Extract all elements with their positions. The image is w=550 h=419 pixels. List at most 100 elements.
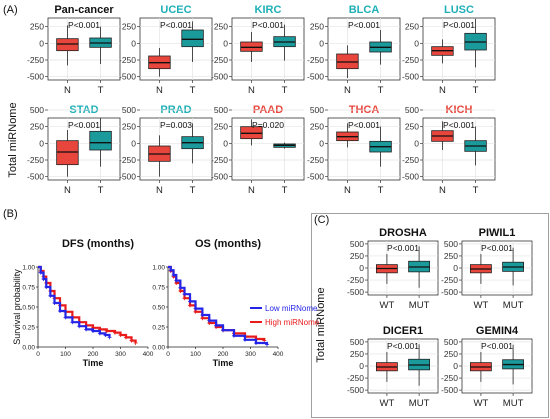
subplot-a4-ytick-label: -500: [402, 72, 419, 82]
subplot-a1-frame: [139, 17, 213, 81]
subplot-c1-ytick-label: 500: [444, 239, 458, 249]
km-0-ytick-label: 0.25: [22, 325, 35, 332]
subplot-a7-box-N: [240, 126, 263, 140]
subplot-a0-ytick-label: 0: [39, 38, 44, 48]
subplot-a7-ytick-label: -250: [211, 155, 228, 165]
km-0-censor-mark: [58, 309, 62, 313]
subplot-a9-xtick-label-N: N: [439, 185, 446, 196]
km-1-censor-mark: [182, 296, 187, 301]
subplot-a9-pvalue: P<0.001: [443, 120, 475, 130]
subplot-a9-ytick-label: 500: [405, 105, 419, 115]
subplot-a3-pvalue: P<0.001: [348, 20, 380, 30]
km-0-censor-mark: [97, 331, 102, 336]
km-1-censor-mark: [168, 268, 173, 273]
km-1-ytick-label: 1.00: [152, 265, 165, 272]
subplot-a7-ytick-label: 250: [214, 122, 228, 132]
km-1-ytick-label: 0.00: [152, 345, 165, 352]
subplot-c2-xtick-label-WT: WT: [380, 398, 395, 409]
km-1-ytick-label: 0.75: [152, 285, 165, 292]
subplot-a8-xtick-label-T: T: [378, 185, 384, 196]
km-0-censor-mark: [129, 338, 134, 343]
km-1-censor-mark: [265, 342, 269, 347]
km-0-xlabel: Time: [83, 358, 104, 368]
subplot-a9-ytick-label: 250: [405, 122, 419, 132]
subplot-a9-ytick-label: -250: [402, 155, 419, 165]
subplot-a3-ytick-label: -250: [307, 55, 324, 65]
subplot-a3-xtick-label-N: N: [344, 85, 351, 96]
subplot-a5-pvalue: P<0.001: [68, 120, 100, 130]
km-0-censor-mark: [124, 335, 128, 340]
subplot-c0-xtick-label-MUT: MUT: [409, 300, 430, 311]
subplot-a6-xtick-label-N: N: [156, 185, 163, 196]
subplot-a8-xtick-label-N: N: [344, 185, 351, 196]
km-1-curve-low: [168, 265, 269, 345]
km-0-censor-mark: [91, 329, 95, 333]
subplot-a1-ytick-label: -500: [119, 72, 136, 82]
km-1-censor-mark: [193, 306, 198, 311]
panel-b: Survival probability DFS (months) 1.00 0.75…: [12, 238, 320, 368]
subplot-a2-ytick-label: -250: [211, 55, 228, 65]
km-1-title: OS (months): [195, 238, 261, 250]
subplot-a1-xtick-label-N: N: [156, 85, 163, 96]
subplot-a7-xtick-label-N: N: [248, 185, 255, 196]
subplot-a7-ytick-label: 500: [214, 105, 228, 115]
subplot-a3-box-N: [336, 53, 359, 70]
subplot-a4-title: LUSC: [444, 4, 474, 16]
km-1-ytick-label: 0.50: [152, 305, 165, 312]
subplot-a6-xtick-label-T: T: [190, 185, 196, 196]
subplot-a8-ytick-label: -500: [307, 172, 324, 182]
subplot-a0-box-N: [56, 38, 79, 52]
panel-c: DROSHA 500 250 0 -250 -500 WT MUT P<0.001 PIWIL1 5…: [347, 227, 533, 409]
km-0-censor-mark: [103, 333, 108, 337]
subplot-c2-xtick-label-MUT: MUT: [409, 398, 430, 409]
panel-c-ylabel: Total miRNome: [315, 287, 327, 362]
subplot-a0-ytick-label: -250: [27, 55, 44, 65]
km-1-xtick-label: 100: [190, 351, 201, 358]
subplot-a1-ytick-label: -250: [119, 55, 136, 65]
km-1-censor-mark: [221, 328, 225, 333]
subplot-c3-ytick-label: 250: [444, 349, 458, 359]
subplot-a8-ytick-label: 250: [310, 122, 324, 132]
subplot-c2-ytick-label: 250: [350, 349, 364, 359]
subplot-a8-ytick-label: 500: [310, 105, 324, 115]
subplot-a2-ytick-label: 250: [214, 22, 228, 32]
subplot-a4-xtick-label-N: N: [439, 85, 446, 96]
subplot-c1-title: PIWIL1: [479, 227, 516, 239]
km-0-xtick-label: 400: [143, 351, 154, 358]
subplot-a2-xtick-label-N: N: [248, 85, 255, 96]
subplot-a5-ytick-label: 250: [30, 122, 44, 132]
km-0-censor-mark: [104, 329, 109, 333]
subplot-a3-ytick-label: -500: [307, 72, 324, 82]
subplot-c0-ytick-label: 250: [350, 251, 364, 261]
subplot-a1-box-T: [181, 29, 204, 48]
subplot-c1-xtick-label-WT: WT: [474, 300, 489, 311]
legend-low-label: Low miRNome: [265, 304, 318, 313]
subplot-a9-ytick-label: 0: [414, 138, 419, 148]
subplot-a3-title: BLCA: [349, 4, 380, 16]
km-0-censor-mark: [48, 293, 53, 298]
subplot-a2-pvalue: P<0.001: [252, 20, 284, 30]
subplot-a6-ytick-label: 500: [122, 105, 136, 115]
panel-a: Pan-cancer 250 0 -250 -500 N T P<0.001 UCEC 250 0 -…: [27, 4, 496, 196]
panel-a-ylabel: Total miRNome: [7, 102, 19, 177]
km-0-xtick-label: 300: [115, 351, 126, 358]
subplot-c0-ytick-label: 500: [350, 239, 364, 249]
km-1-censor-mark: [200, 313, 205, 317]
subplot-a5-box-T: [89, 130, 112, 151]
km-1-censor-mark: [232, 333, 236, 338]
subplot-a3-ytick-label: 250: [310, 22, 324, 32]
subplot-c2-title: DICER1: [383, 325, 423, 337]
subplot-a6-ytick-label: -250: [119, 155, 136, 165]
km-0-xtick-label: 100: [60, 351, 71, 358]
subplot-a0-title: Pan-cancer: [54, 4, 114, 16]
km-1-curve-high: [168, 265, 266, 341]
km-0-censor-mark: [133, 341, 138, 345]
km-1-xtick-label: 200: [218, 351, 229, 358]
subplot-c3-xtick-label-MUT: MUT: [503, 398, 524, 409]
subplot-c2-ytick-label: 500: [350, 337, 364, 347]
km-1-xtick-label: 300: [245, 351, 256, 358]
km-0-censor-mark: [107, 335, 112, 340]
panel-label-b: (B): [3, 208, 18, 220]
subplot-a1-xtick-label-T: T: [190, 85, 196, 96]
